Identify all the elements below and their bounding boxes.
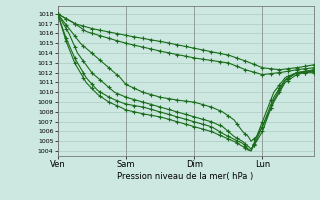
X-axis label: Pression niveau de la mer( hPa ): Pression niveau de la mer( hPa ) bbox=[117, 172, 254, 181]
